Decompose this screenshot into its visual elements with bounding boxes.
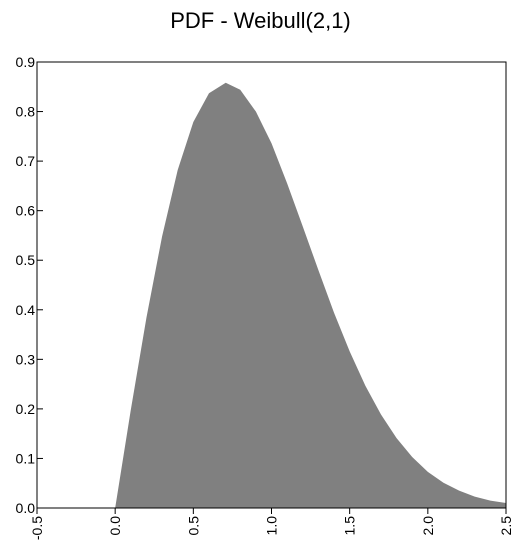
y-tick-label: 0.2 xyxy=(16,401,36,417)
x-tick-label: 0.5 xyxy=(185,516,201,536)
x-axis: -0.5 0.0 0.5 1.0 1.5 2.0 2.5 xyxy=(29,508,514,540)
y-tick-label: 0.0 xyxy=(16,500,36,516)
y-tick-label: 0.1 xyxy=(16,450,36,466)
area-layer xyxy=(115,82,507,508)
y-tick-label: 0.4 xyxy=(16,302,36,318)
y-tick-label: 0.9 xyxy=(16,54,36,70)
x-tick-label: 1.0 xyxy=(264,516,280,536)
y-tick-label: 0.5 xyxy=(16,252,36,268)
y-tick-label: 0.8 xyxy=(16,104,36,120)
x-tick-label: -0.5 xyxy=(29,516,45,540)
y-tick-label: 0.6 xyxy=(16,203,36,219)
chart-title: PDF - Weibull(2,1) xyxy=(170,8,351,33)
x-tick-label: 2.5 xyxy=(498,516,514,536)
x-tick-label: 2.0 xyxy=(420,516,436,536)
y-tick-label: 0.3 xyxy=(16,351,36,367)
y-tick-label: 0.7 xyxy=(16,153,36,169)
x-tick-label: 0.0 xyxy=(107,516,123,536)
y-axis: 0.0 0.1 0.2 0.3 0.4 0.5 0.6 0.7 0.8 0.9 xyxy=(16,54,43,516)
x-tick-label: 1.5 xyxy=(342,516,358,536)
series-area-0 xyxy=(115,82,507,508)
